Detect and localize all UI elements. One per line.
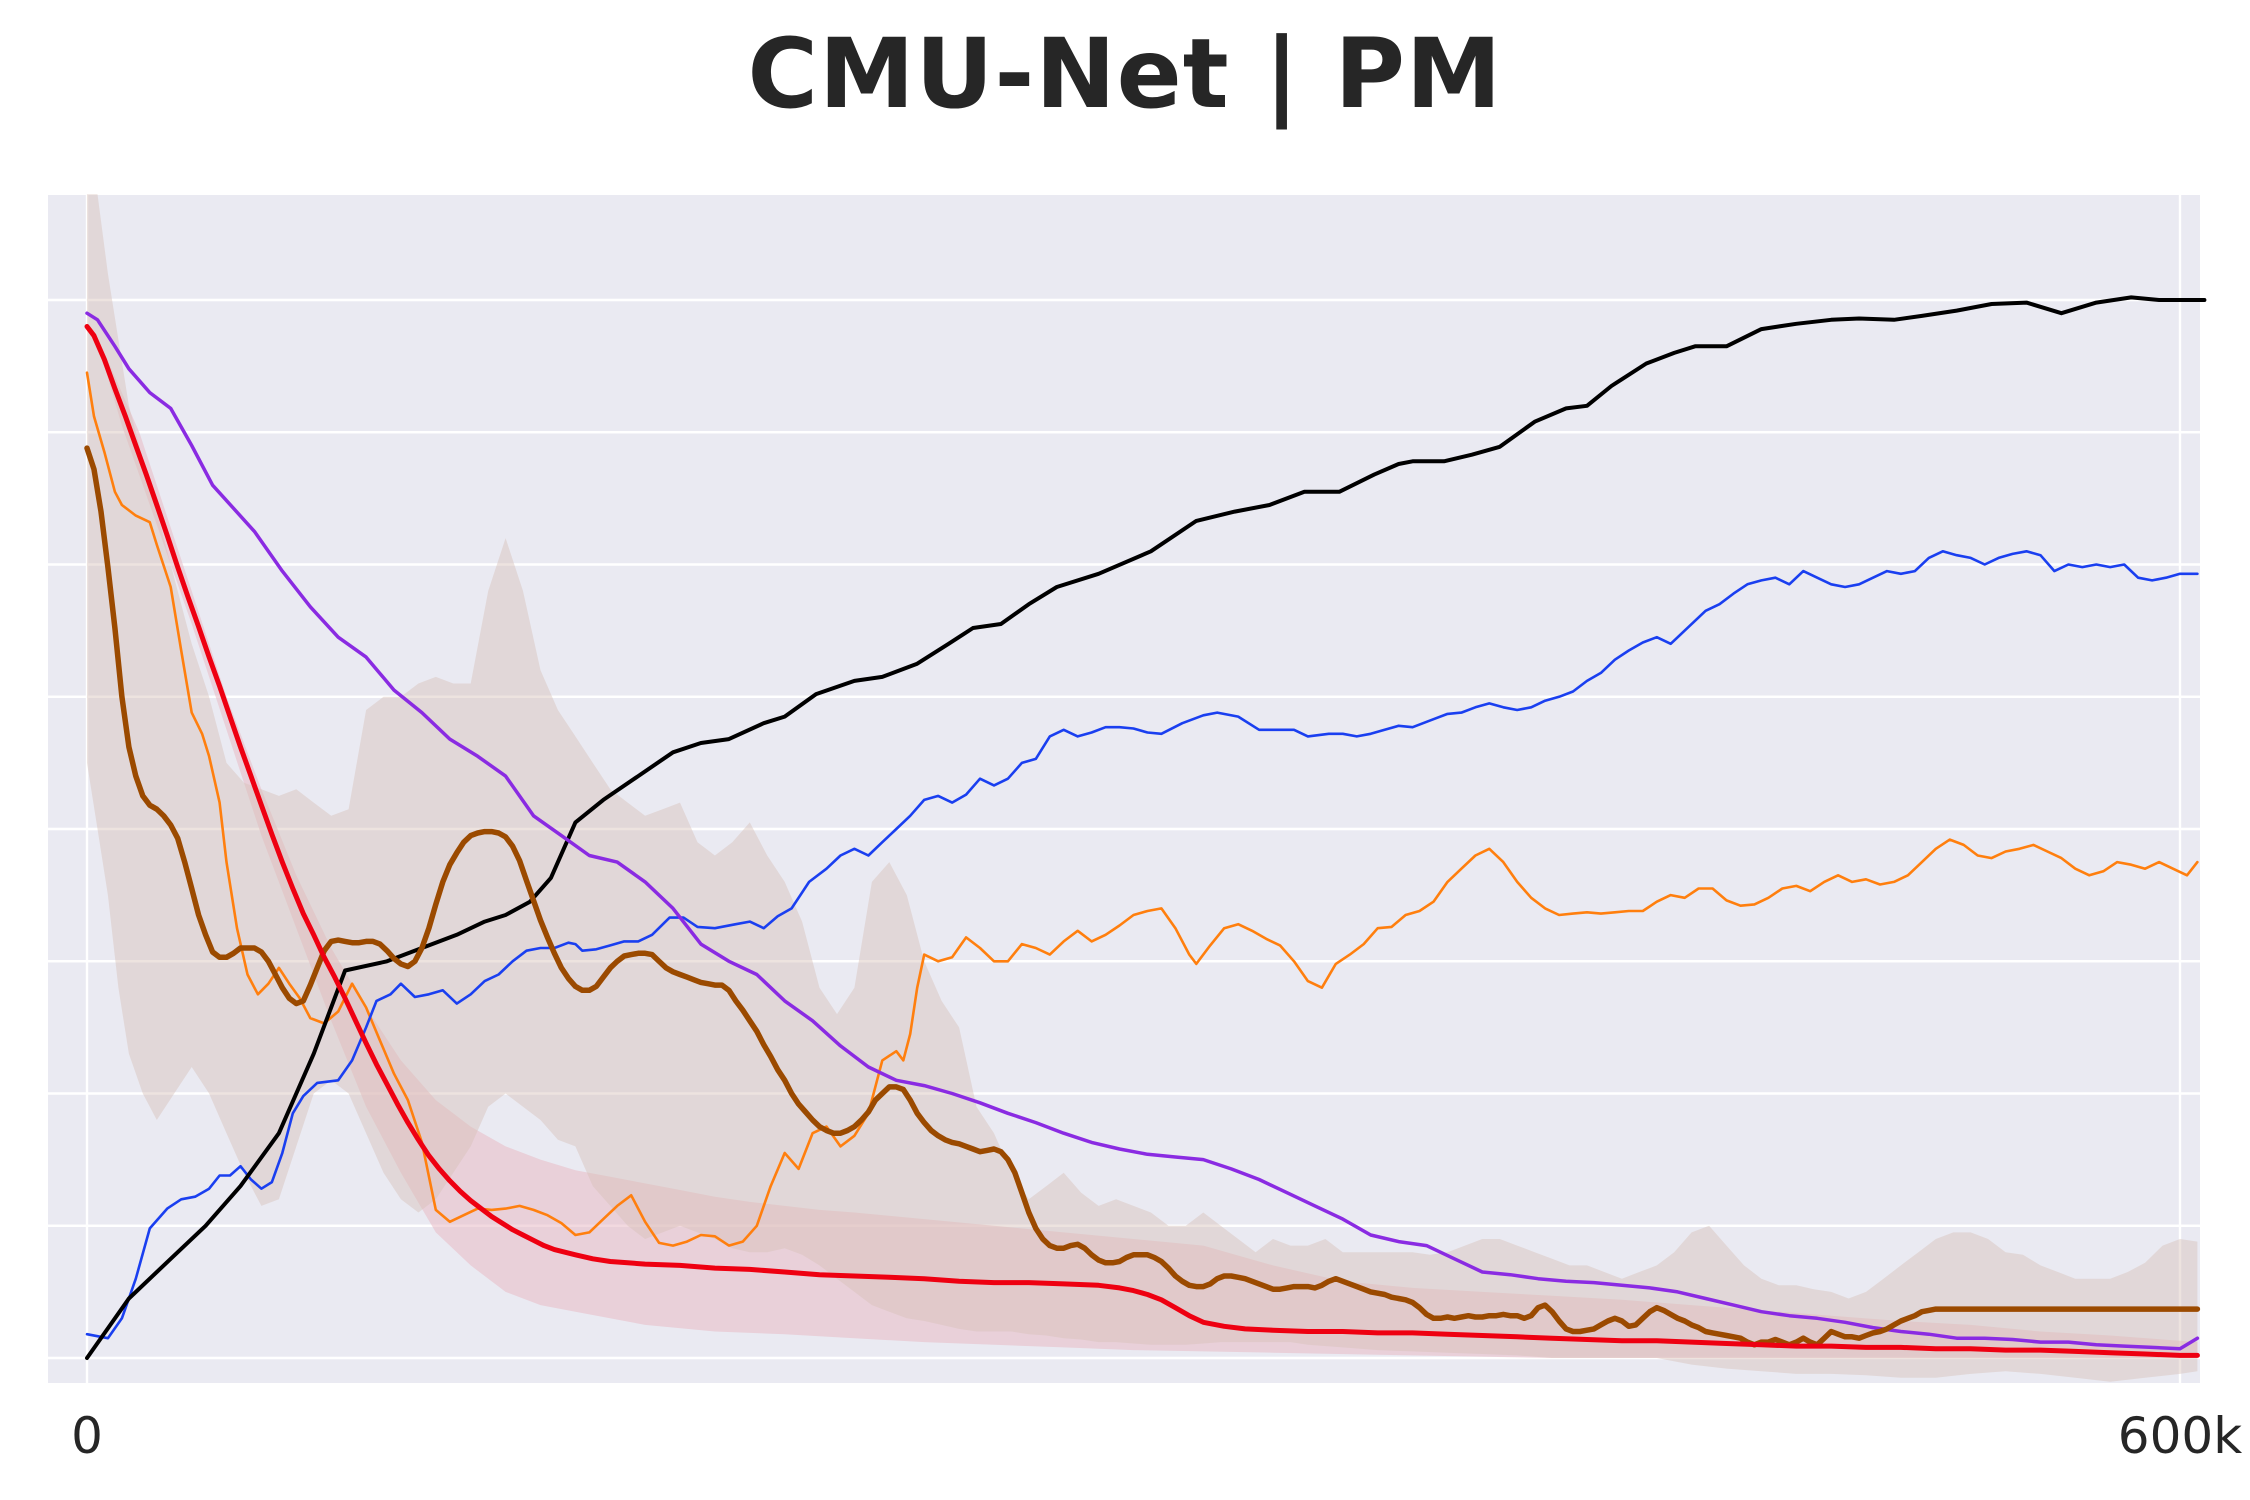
x-tick-labels: 0 600k — [71, 1407, 2242, 1465]
series-line-1 — [85, 550, 2199, 1340]
confidence-bands — [87, 194, 2198, 1382]
series-line-4 — [85, 311, 2200, 1351]
plot-background — [48, 195, 2200, 1383]
chart-title: CMU-Net | PM — [747, 18, 1503, 130]
series-line-5 — [84, 324, 2200, 1358]
series-line-3 — [84, 445, 2201, 1348]
series-line-2 — [85, 371, 2199, 1247]
series-lines — [84, 295, 2207, 1360]
band-1 — [87, 194, 2198, 1382]
x-tick-label-1: 600k — [2118, 1407, 2242, 1465]
series-line-0 — [85, 295, 2207, 1360]
x-tick-label-0: 0 — [71, 1407, 103, 1465]
